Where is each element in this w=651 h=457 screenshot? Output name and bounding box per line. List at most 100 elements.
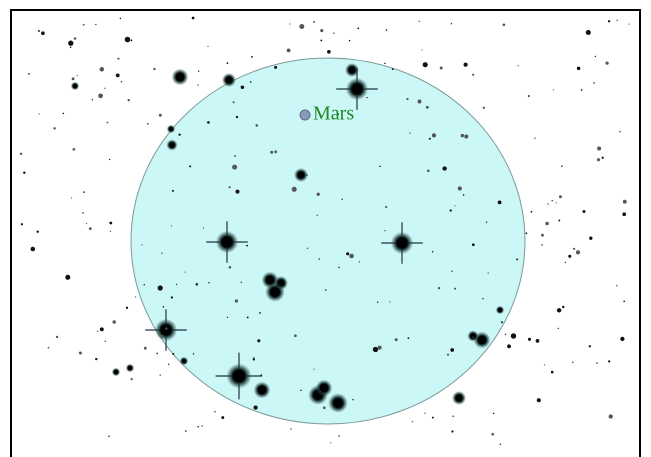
star	[221, 236, 233, 248]
star	[251, 56, 253, 58]
star	[451, 270, 453, 272]
star	[235, 115, 239, 119]
star	[564, 261, 567, 264]
star	[65, 274, 71, 280]
star	[189, 165, 192, 168]
star	[113, 369, 119, 375]
star	[234, 299, 239, 303]
star	[379, 165, 381, 168]
star	[616, 19, 618, 21]
star	[62, 112, 65, 115]
star	[543, 364, 546, 366]
star	[515, 258, 519, 261]
star	[562, 305, 565, 309]
star	[146, 122, 149, 125]
star	[78, 351, 82, 355]
star	[601, 156, 604, 159]
star	[454, 287, 457, 290]
star	[477, 335, 487, 345]
star	[558, 195, 562, 199]
star	[424, 412, 426, 414]
star	[316, 214, 318, 216]
star	[551, 200, 553, 202]
star	[270, 150, 274, 154]
star	[333, 398, 343, 408]
star	[507, 344, 511, 349]
star	[464, 134, 469, 139]
star	[47, 346, 50, 349]
star	[622, 212, 627, 217]
star	[300, 389, 302, 392]
star	[460, 133, 465, 138]
star	[257, 339, 261, 343]
star	[596, 158, 601, 162]
star	[99, 327, 104, 332]
star	[422, 62, 428, 68]
star	[30, 246, 36, 252]
star	[561, 165, 563, 167]
star	[547, 203, 549, 205]
star	[109, 158, 111, 161]
star	[161, 252, 163, 254]
star	[348, 39, 351, 42]
star	[153, 67, 156, 71]
star	[385, 29, 388, 31]
star	[289, 23, 291, 25]
star	[232, 369, 246, 383]
star	[72, 83, 78, 89]
star	[425, 105, 429, 109]
star	[351, 83, 363, 95]
star	[348, 66, 356, 74]
star	[472, 73, 475, 76]
star	[181, 358, 187, 364]
star	[608, 360, 611, 363]
star	[501, 321, 503, 324]
star	[158, 113, 162, 117]
star	[197, 84, 199, 86]
star	[117, 57, 120, 60]
star	[391, 68, 394, 71]
star	[85, 222, 88, 225]
star	[240, 281, 242, 283]
star	[91, 99, 93, 101]
star	[165, 327, 168, 330]
star	[306, 174, 308, 176]
star	[286, 48, 291, 53]
star	[20, 223, 24, 226]
star	[232, 164, 238, 170]
star	[623, 300, 626, 303]
star	[504, 333, 507, 335]
star	[527, 337, 532, 341]
star	[541, 244, 543, 246]
star	[616, 284, 618, 287]
star	[384, 229, 386, 232]
star	[192, 353, 195, 355]
star	[36, 230, 39, 233]
star	[290, 428, 292, 430]
star	[457, 186, 462, 191]
star	[214, 411, 216, 413]
star	[572, 247, 576, 250]
star	[338, 266, 340, 269]
star	[421, 49, 423, 51]
star	[510, 333, 517, 339]
star	[156, 352, 159, 355]
star	[127, 365, 133, 371]
star	[130, 39, 133, 42]
star	[517, 65, 519, 67]
star	[389, 301, 391, 303]
star	[377, 345, 382, 350]
star	[160, 334, 164, 338]
star	[109, 221, 113, 225]
star	[417, 99, 422, 104]
star	[255, 124, 259, 127]
star	[228, 266, 232, 269]
star	[207, 45, 209, 48]
star	[291, 186, 297, 192]
star	[407, 337, 410, 339]
star	[270, 287, 280, 297]
star	[454, 205, 456, 207]
star	[108, 435, 110, 437]
star	[88, 227, 92, 231]
